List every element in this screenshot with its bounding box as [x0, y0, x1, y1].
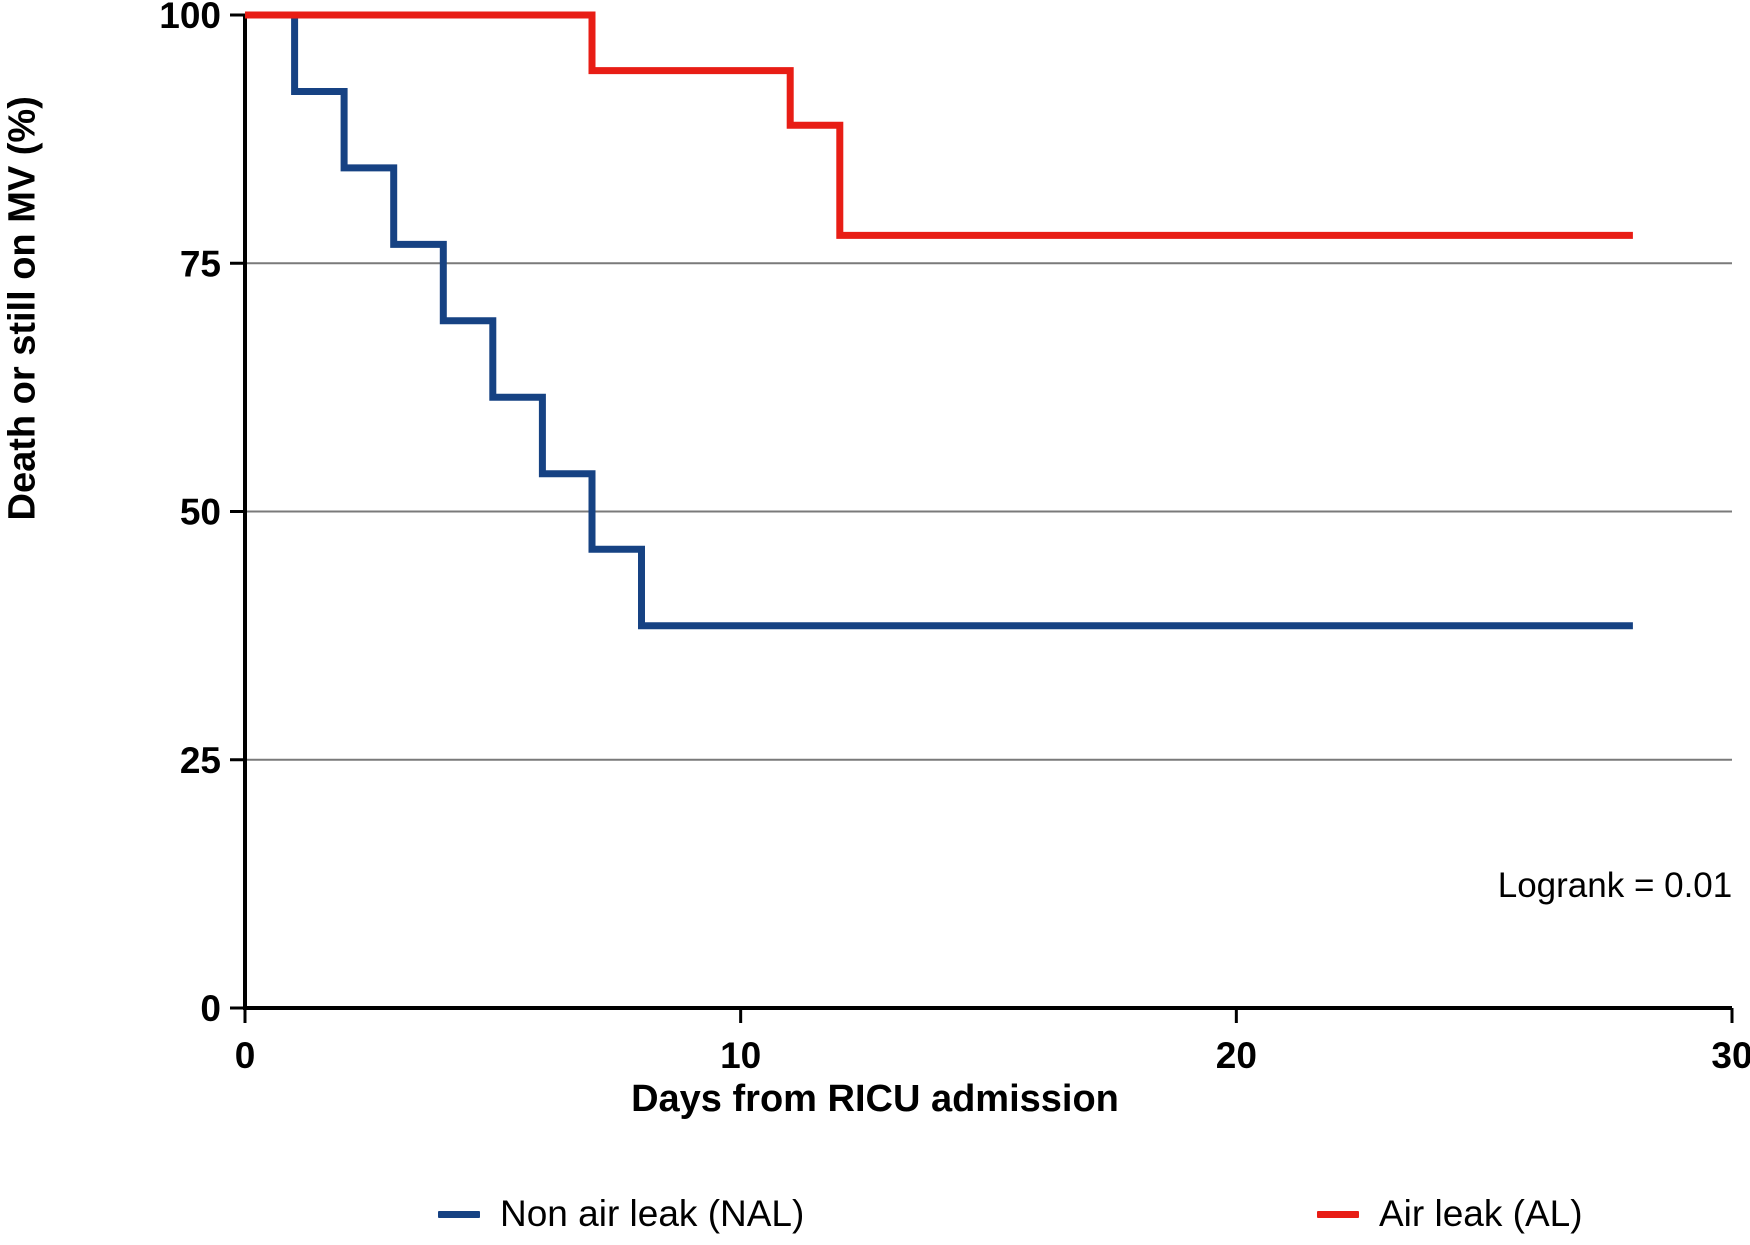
y-axis-title: Death or still on MV (%) [1, 96, 44, 521]
curve-nal [245, 11, 1633, 630]
gridlines [245, 262, 1732, 761]
y-tick-label-25: 25 [180, 740, 221, 781]
legend-item-al: Air leak (AL) [1317, 1193, 1583, 1235]
legend-item-nal: Non air leak (NAL) [438, 1193, 804, 1235]
x-tick-label-30: 30 [1711, 1035, 1750, 1076]
logrank-annotation: Logrank = 0.01 [1497, 866, 1733, 905]
survival-curves [245, 11, 1633, 630]
x-axis-title: Days from RICU admission [631, 1078, 1119, 1120]
y-tick-label-100: 100 [159, 0, 221, 36]
y-tick-label-50: 50 [180, 492, 221, 533]
nal-legend-label: Non air leak (NAL) [500, 1193, 805, 1234]
al-legend-label: Air leak (AL) [1379, 1193, 1583, 1234]
x-tick-label-0: 0 [235, 1035, 256, 1076]
tick-labels: 0 25 50 75 100 0 10 20 30 [159, 0, 1750, 1076]
y-tick-label-75: 75 [180, 243, 221, 284]
curve-al [245, 11, 1633, 239]
x-tick-label-20: 20 [1216, 1035, 1257, 1076]
x-tick-label-10: 10 [720, 1035, 761, 1076]
nal-legend-dash-icon [438, 1210, 480, 1218]
axis-ticks [230, 13, 1734, 1023]
y-tick-label-0: 0 [200, 988, 221, 1029]
al-legend-dash-icon [1317, 1210, 1359, 1218]
